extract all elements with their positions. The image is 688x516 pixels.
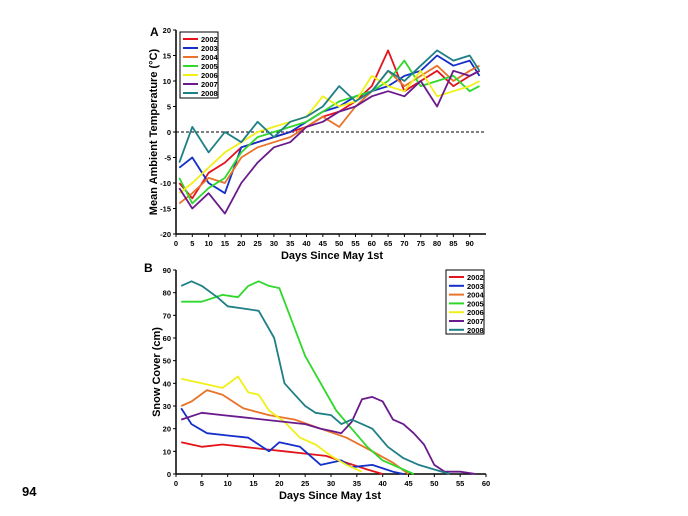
panel-b-y-tick-label: 90 bbox=[163, 266, 171, 275]
panel-b-x-axis-label: Days Since May 1st bbox=[279, 490, 381, 502]
panel-b-y-axis-label: Snow Cover (cm) bbox=[151, 327, 163, 417]
panel-b-x-tick-label: 30 bbox=[327, 479, 335, 488]
panel-b-x-tick-label: 50 bbox=[430, 479, 438, 488]
panel-b-x-tick-label: 40 bbox=[378, 479, 386, 488]
panel-b-series-2007-line bbox=[180, 395, 476, 475]
panel-a-series-2005-line bbox=[178, 59, 480, 205]
panel-a-y-tick-label: -5 bbox=[164, 154, 171, 163]
panel-a-x-tick-label: 35 bbox=[286, 239, 294, 248]
panel-a-x-tick-label: 20 bbox=[237, 239, 245, 248]
panel-a-legend-label-2005: 2005 bbox=[201, 62, 218, 71]
panel-a-y-tick-label: 15 bbox=[163, 52, 171, 61]
panel-a-legend-box bbox=[179, 31, 219, 99]
panel-b-series-2002-line bbox=[181, 441, 383, 475]
panel-a-x-tick-label: 65 bbox=[384, 239, 392, 248]
panel-b-x-tick-label: 15 bbox=[249, 479, 257, 488]
panel-a-y-tick-label: 5 bbox=[167, 103, 171, 112]
panel-b-x-tick-label: 55 bbox=[456, 479, 464, 488]
page-number: 94 bbox=[22, 484, 37, 499]
panel-b-label: B bbox=[144, 261, 153, 275]
panel-b-legend-label-2006: 2006 bbox=[467, 308, 484, 317]
panel-a-x-tick-label: 45 bbox=[319, 239, 327, 248]
panel-a-y-tick-label: 0 bbox=[167, 128, 171, 137]
panel-a-y-tick-label: 20 bbox=[163, 26, 171, 35]
panel-a-x-tick-label: 5 bbox=[190, 239, 194, 248]
panel-b-legend-label-2005: 2005 bbox=[467, 299, 484, 308]
panel-b-series-2006-line bbox=[181, 375, 363, 473]
panel-b-series-2005-line bbox=[181, 280, 415, 475]
panel-b-y-tick-label: 10 bbox=[163, 447, 171, 456]
panel-a-y-tick-label: -20 bbox=[160, 230, 171, 239]
panel-a-x-tick-label: 15 bbox=[221, 239, 229, 248]
panel-a-y-axis-label: Mean Ambient Temperature (°C) bbox=[148, 48, 160, 215]
panel-a-x-tick-label: 25 bbox=[253, 239, 261, 248]
panel-a-x-tick-label: 75 bbox=[417, 239, 425, 248]
panel-b-y-tick-label: 20 bbox=[163, 425, 171, 434]
panel-a-series-2003-line bbox=[178, 54, 481, 195]
panel-b: B 0 5 10 15 20 25 30 35 40 45 50 55 60 0 10 20 30 40 50 60 7… bbox=[144, 261, 490, 502]
panel-a-series-2008-line bbox=[178, 49, 481, 163]
panel-a-x-axis-label: Days Since May 1st bbox=[281, 250, 383, 262]
panel-b-x-tick-label: 20 bbox=[275, 479, 283, 488]
panel-b-legend-label-2004: 2004 bbox=[467, 291, 485, 300]
panel-a-y-tick-label: -15 bbox=[160, 205, 171, 214]
panel-b-x-tick-label: 60 bbox=[482, 479, 490, 488]
panel-a-x-tick-label: 90 bbox=[466, 239, 474, 248]
panel-b-y-tick-label: 60 bbox=[163, 334, 171, 343]
panel-a-y-tick-label: -10 bbox=[160, 179, 171, 188]
panel-b-legend-label-2003: 2003 bbox=[467, 282, 484, 291]
panel-a-x-tick-label: 50 bbox=[335, 239, 343, 248]
panel-a-legend-label-2007: 2007 bbox=[201, 80, 218, 89]
panel-b-legend-box bbox=[445, 269, 485, 335]
panel-b-x-tick-label: 35 bbox=[353, 479, 361, 488]
panel-a-x-tick-label: 55 bbox=[351, 239, 359, 248]
panel-b-y-tick-label: 30 bbox=[163, 402, 171, 411]
panel-a-x-tick-label: 70 bbox=[400, 239, 408, 248]
panel-a-x-tick-label: 40 bbox=[302, 239, 310, 248]
panel-a-y-tick-label: 10 bbox=[163, 77, 171, 86]
panel-a-x-tick-label: 10 bbox=[204, 239, 212, 248]
panel-b-legend-label-2007: 2007 bbox=[467, 317, 484, 326]
panel-b-x-tick-label: 0 bbox=[174, 479, 178, 488]
panel-b-x-tick-label: 10 bbox=[223, 479, 231, 488]
panel-a-x-tick-label: 85 bbox=[449, 239, 457, 248]
panel-a-legend-label-2004: 2004 bbox=[201, 53, 219, 62]
panel-b-legend-label-2008: 2008 bbox=[467, 326, 484, 335]
panel-a-legend-label-2002: 2002 bbox=[201, 35, 218, 44]
panel-a-series-2006-line bbox=[178, 69, 480, 194]
panel-a: A 0 5 10 15 20 25 30 35 40 45 50 55 60 65 70 75 80 85 90-2… bbox=[148, 25, 486, 262]
panel-b-y-tick-label: 70 bbox=[163, 311, 171, 320]
panel-b-series-2008-line bbox=[180, 280, 451, 475]
panel-a-legend-label-2008: 2008 bbox=[201, 89, 218, 98]
panel-a-x-tick-label: 0 bbox=[174, 239, 178, 248]
panel-b-y-tick-label: 50 bbox=[163, 357, 171, 366]
panel-a-x-tick-label: 30 bbox=[270, 239, 278, 248]
panel-a-series-2004-line bbox=[178, 64, 480, 205]
panel-b-y-tick-label: 40 bbox=[163, 379, 171, 388]
panel-a-legend-label-2003: 2003 bbox=[201, 44, 218, 53]
panel-a-series-2007-line bbox=[178, 69, 480, 215]
panel-b-x-tick-label: 25 bbox=[301, 479, 309, 488]
panel-a-series-2002-line bbox=[178, 49, 480, 200]
panel-a-x-tick-label: 80 bbox=[433, 239, 441, 248]
panel-b-y-tick-label: 80 bbox=[163, 289, 171, 298]
panel-b-series-2003-line bbox=[180, 407, 404, 475]
panel-b-legend-label-2002: 2002 bbox=[467, 273, 484, 282]
panel-b-x-tick-label: 5 bbox=[200, 479, 204, 488]
panel-b-x-tick-label: 45 bbox=[404, 479, 412, 488]
panel-b-y-tick-label: 0 bbox=[167, 470, 171, 479]
panel-a-label: A bbox=[150, 25, 159, 39]
panel-a-x-tick-label: 60 bbox=[368, 239, 376, 248]
panel-a-legend-label-2006: 2006 bbox=[201, 71, 218, 80]
